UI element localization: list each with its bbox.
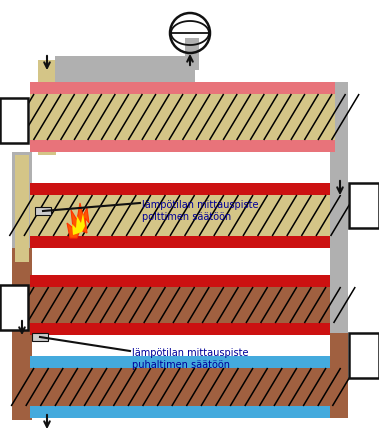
Bar [0,98,28,143]
Bar [30,356,330,368]
Bar [30,82,335,94]
Bar [12,152,32,265]
Bar [38,60,56,155]
Bar [349,183,379,228]
Bar [30,183,330,195]
Polygon shape [72,213,85,235]
Bar [30,183,330,248]
Bar [30,140,335,152]
Bar [30,82,335,152]
Bar [330,333,348,418]
Bar [30,236,330,248]
Bar [30,323,330,335]
Bar [35,207,51,215]
Bar [330,82,348,265]
Bar [0,285,28,330]
Text: lämpötilan mittauspiste
polttimen säätöön: lämpötilan mittauspiste polttimen säätöö… [142,200,258,222]
Bar [185,38,199,70]
Bar [30,356,330,418]
Bar [30,275,330,335]
Bar [55,56,195,70]
Bar [330,245,348,335]
Polygon shape [67,203,89,238]
Bar [30,275,330,287]
Bar [15,155,29,262]
Bar [349,333,379,378]
Bar [55,70,195,86]
Bar [32,333,48,341]
Bar [30,406,330,418]
Bar [12,248,32,420]
Text: lämpötilan mittauspiste
puhaltimen säätöön: lämpötilan mittauspiste puhaltimen säätö… [132,348,249,370]
